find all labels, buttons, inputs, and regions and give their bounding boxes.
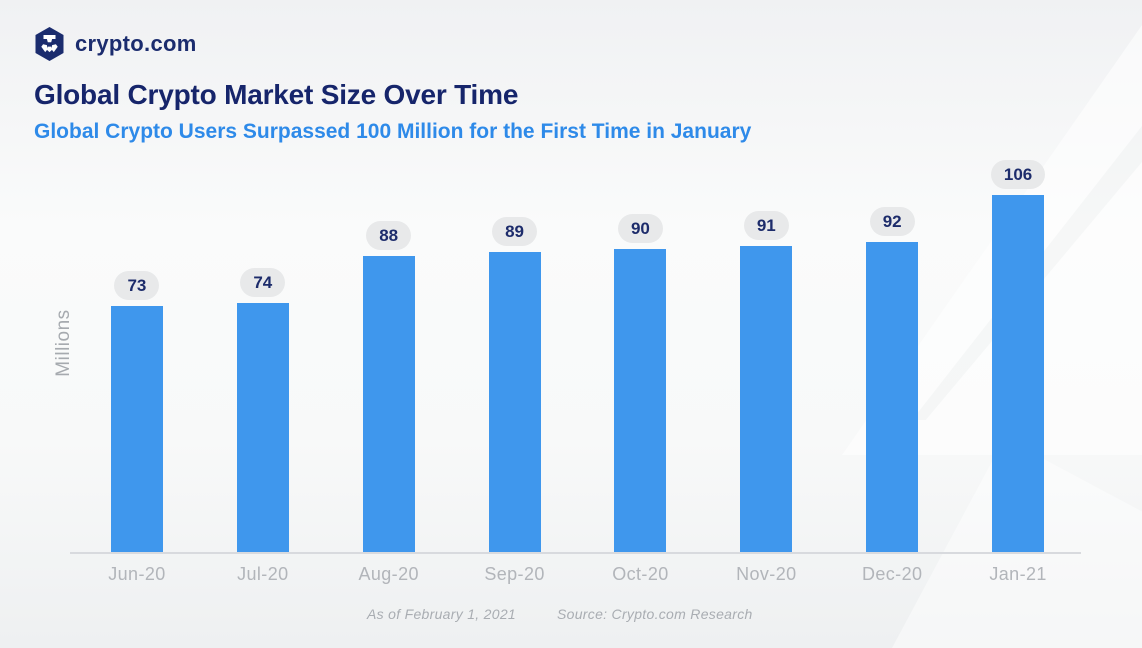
source-credit: Source: Crypto.com Research [557,606,753,622]
bar-value-pill: 74 [240,268,286,297]
bar [614,249,667,552]
bar-column: 106 [955,160,1081,552]
page-subtitle: Global Crypto Users Surpassed 100 Millio… [34,120,752,143]
crypto-com-hexagon-logo-icon [33,26,66,62]
brand-logo: crypto.com [33,26,197,62]
x-tick-label: Nov-20 [736,564,797,584]
y-axis-label: Millions [53,309,74,377]
bar-column: 89 [452,217,578,552]
bar [110,306,163,552]
x-tick-label: Oct-20 [612,564,669,584]
bar-column: 73 [74,271,200,552]
bar-value-pill: 106 [990,160,1046,189]
bar-value-pill: 88 [366,221,412,250]
bar [362,256,415,552]
bar-value-pill: 89 [492,217,538,246]
bar-column: 92 [829,207,955,552]
plot-area: 73 74 88 89 90 91 92 106 [74,150,1081,552]
x-tick-label: Aug-20 [358,564,419,584]
brand-logo-text: crypto.com [75,31,197,56]
bar-column: 91 [703,211,829,552]
bar-column: 90 [578,214,704,552]
x-tick-label: Dec-20 [861,564,923,584]
x-tick-label: Jul-20 [237,564,289,584]
bar-value-pill: 90 [617,214,663,243]
x-tick-label: Jan-21 [989,564,1047,584]
as-of-date: As of February 1, 2021 [367,606,517,622]
x-axis-labels: Jun-20 Jul-20 Aug-20 Sep-20 Oct-20 Nov-20 Dec-… [74,564,1081,585]
x-tick-label: Jun-20 [108,564,166,584]
bar [740,246,793,552]
x-axis-line [70,552,1081,554]
bar [992,195,1045,552]
bar-column: 74 [200,268,326,552]
x-tick-label: Sep-20 [484,564,545,584]
bar-value-pill: 73 [114,271,160,300]
bar-value-pill: 92 [869,207,915,236]
bar-column: 88 [326,221,452,552]
bar [236,303,289,552]
bar-value-pill: 91 [743,211,789,240]
bar [488,252,541,552]
page-title: Global Crypto Market Size Over Time [34,79,519,110]
bar [866,242,919,552]
